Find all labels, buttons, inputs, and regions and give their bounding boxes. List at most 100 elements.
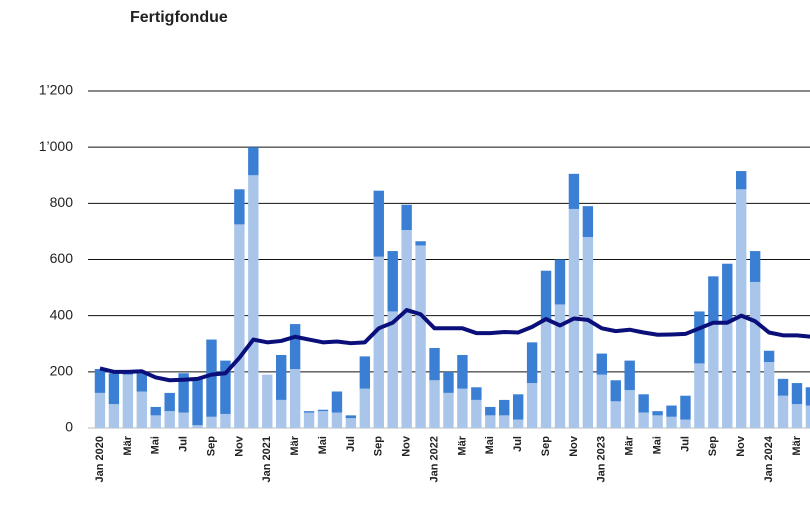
y-tick-label: 800 — [50, 194, 74, 210]
bar-segment — [749, 281, 761, 428]
y-tick-label: 0 — [65, 419, 73, 435]
bar-segment — [471, 399, 482, 428]
bar-segment — [694, 363, 705, 428]
bar-segment — [415, 241, 426, 246]
bar-segment — [666, 416, 677, 428]
bar-segment — [150, 406, 161, 416]
bar-segment — [275, 399, 287, 428]
bar-segment — [554, 259, 566, 305]
x-tick-label: Mär — [791, 435, 803, 455]
bar-segment — [652, 411, 663, 416]
x-tick-label: Nov — [735, 435, 747, 457]
bar-segment — [359, 388, 371, 428]
bar-segment — [499, 399, 510, 416]
bar-segment — [275, 354, 287, 400]
bar-segment — [777, 395, 789, 428]
chart-title: Fertigfondue — [130, 9, 228, 26]
bar-segment — [485, 406, 496, 416]
bar-segment — [136, 391, 147, 428]
bar-segment — [234, 224, 245, 428]
x-tick-label: Mär — [122, 435, 134, 455]
bar-segment — [303, 412, 315, 428]
bar-segment — [471, 387, 482, 400]
x-tick-label: Mär — [289, 435, 301, 455]
line-series — [99, 308, 810, 383]
bar-segment — [387, 311, 398, 428]
x-tick-label: Jul — [178, 436, 190, 452]
bar-segment — [638, 394, 649, 413]
bar-segment — [94, 369, 106, 393]
y-tick-label: 600 — [50, 250, 74, 266]
bar-segment — [150, 415, 161, 428]
x-tick-label: Jul — [679, 436, 691, 452]
bar-segment — [359, 356, 371, 389]
x-tick-label: Sep — [707, 436, 719, 456]
bar-segment — [136, 373, 147, 392]
bar-segment — [694, 311, 705, 364]
x-tick-label: Mai — [150, 436, 162, 454]
bar-segment — [192, 377, 203, 426]
x-tick-label: Sep — [540, 436, 552, 456]
bar-segment — [345, 418, 357, 428]
bar-segment — [596, 374, 608, 428]
bar-segment — [331, 412, 343, 428]
bar-segment — [736, 189, 747, 428]
bar-segment — [722, 263, 733, 322]
x-tick-label: Jan 2022 — [428, 436, 440, 482]
x-tick-label: Mär — [624, 435, 636, 455]
bar-segment — [708, 276, 719, 323]
bar-segment — [178, 412, 189, 428]
x-tick-label: Mai — [651, 436, 663, 454]
bar-segment — [331, 391, 343, 413]
bar-segment — [610, 380, 621, 402]
y-tick-label: 400 — [50, 306, 74, 322]
bar-segment — [317, 411, 329, 428]
bar-segment — [526, 383, 538, 428]
bar-segment — [234, 189, 245, 225]
x-tick-label: Jan 2024 — [763, 435, 775, 482]
x-tick-label: Sep — [373, 436, 385, 456]
bar-segment — [373, 256, 384, 428]
bar-segment — [401, 230, 412, 428]
bar-segment — [763, 362, 775, 428]
bar-segment — [289, 369, 301, 428]
bar-segment — [512, 419, 524, 428]
bar-segment — [638, 412, 649, 428]
bar-segment — [582, 206, 594, 238]
x-tick-label: Mai — [484, 436, 496, 454]
bar-segment — [387, 251, 398, 312]
bar-segment — [708, 322, 719, 428]
bar-segment — [457, 388, 468, 428]
bar-segment — [373, 190, 384, 257]
bar-segment — [317, 409, 329, 412]
bar-segment — [596, 353, 608, 375]
bar-segment — [429, 380, 440, 428]
bar-segment — [248, 147, 259, 176]
bar-segment — [178, 373, 189, 413]
bar-segment — [164, 411, 175, 428]
x-tick-label: Mär — [456, 435, 468, 455]
bar-segment — [568, 173, 580, 209]
bar-segment — [624, 360, 635, 391]
bar-segment — [791, 383, 803, 405]
x-tick-label: Jul — [345, 436, 357, 452]
bar-segment — [220, 360, 231, 414]
bar-segment — [512, 394, 524, 420]
bar-segment — [206, 416, 217, 428]
bar-segment — [248, 175, 259, 428]
bar-segment — [763, 350, 775, 363]
bar-segment — [722, 321, 733, 428]
x-tick-label: Nov — [568, 435, 580, 457]
bar-segment — [805, 405, 810, 428]
bar-segment — [624, 390, 635, 428]
x-tick-label: Sep — [205, 436, 217, 456]
bar-segment — [443, 392, 454, 428]
bar-segment — [582, 237, 594, 428]
bar-segment — [415, 245, 426, 428]
x-tick-label: Jul — [512, 436, 524, 452]
bar-segment — [289, 324, 301, 370]
x-tick-label: Nov — [233, 435, 245, 457]
x-tick-label: Mai — [317, 436, 329, 454]
bar-segment — [122, 374, 134, 428]
